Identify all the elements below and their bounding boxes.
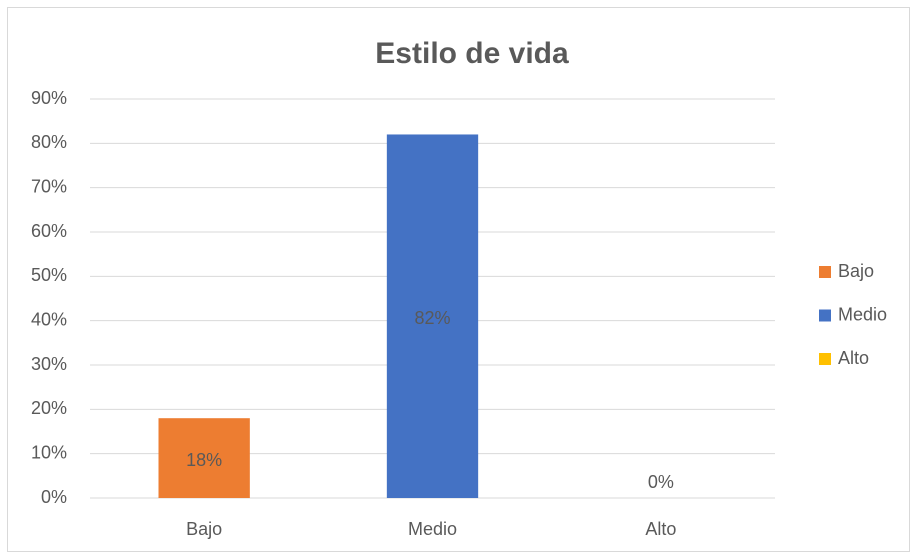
legend-swatch [819,309,831,322]
data-label: 0% [648,472,674,492]
x-tick-label: Alto [645,519,676,539]
legend-label: Alto [838,348,869,368]
y-tick-label: 60% [31,221,67,241]
x-tick-label: Medio [408,519,457,539]
data-label: 82% [414,308,450,328]
y-tick-label: 80% [31,132,67,152]
y-tick-label: 50% [31,265,67,285]
legend-label: Medio [838,304,887,324]
y-tick-label: 10% [31,442,67,462]
bar [158,418,250,498]
data-label: 18% [186,450,222,470]
bar [386,134,479,498]
y-tick-label: 70% [31,176,67,196]
legend-label: Bajo [838,261,874,281]
x-tick-label: Bajo [186,519,222,539]
y-tick-label: 40% [31,309,67,329]
y-tick-label: 30% [31,354,67,374]
y-tick-label: 0% [41,487,67,507]
chart-title: Estilo de vida [375,37,569,70]
legend-swatch [819,266,831,278]
legend-swatch [819,353,831,365]
y-tick-label: 20% [31,398,67,418]
y-tick-label: 90% [31,88,67,108]
